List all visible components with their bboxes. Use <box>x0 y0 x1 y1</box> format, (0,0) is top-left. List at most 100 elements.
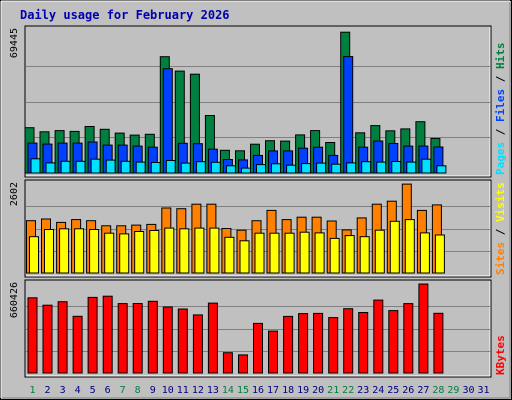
day-label-5: 5 <box>90 385 96 396</box>
day-label-19: 19 <box>297 385 309 396</box>
bar-kbytes-day-10 <box>162 306 173 374</box>
bar-sites-day-17 <box>269 232 280 274</box>
bar-pages-day-20 <box>316 162 327 174</box>
bar-kbytes-day-7 <box>117 303 128 374</box>
panel-visits-sites: 2602 Sites / Visits <box>9 179 507 278</box>
bar-pages-day-14 <box>225 165 236 174</box>
legend-entry: KBytes <box>494 335 507 375</box>
bar-pages-day-3 <box>60 160 71 174</box>
bar-sites-day-19 <box>299 231 310 274</box>
chart-title: Daily usage for February 2026 <box>20 8 230 22</box>
day-label-20: 20 <box>312 385 324 396</box>
day-label-7: 7 <box>120 385 126 396</box>
day-label-29: 29 <box>447 385 459 396</box>
bar-pages-day-8 <box>135 161 146 174</box>
bar-sites-day-25 <box>389 220 400 274</box>
bar-sites-day-20 <box>314 232 325 274</box>
bar-sites-day-16 <box>254 232 265 274</box>
bar-kbytes-day-1 <box>27 297 38 374</box>
y-max-label: 69445 <box>9 28 20 58</box>
bar-kbytes-day-22 <box>343 308 354 374</box>
day-label-21: 21 <box>327 385 339 396</box>
day-label-17: 17 <box>267 385 279 396</box>
bar-kbytes-day-23 <box>358 312 369 374</box>
bar-pages-day-17 <box>271 163 281 174</box>
bar-kbytes-day-14 <box>222 352 233 374</box>
bar-kbytes-day-12 <box>192 314 203 374</box>
bar-sites-day-10 <box>164 227 175 274</box>
day-label-24: 24 <box>372 385 384 396</box>
legend-entry: / <box>494 222 507 242</box>
day-label-10: 10 <box>162 385 174 396</box>
day-label-11: 11 <box>177 385 189 396</box>
day-label-8: 8 <box>135 385 141 396</box>
bar-kbytes-day-13 <box>207 302 218 374</box>
bar-pages-day-10 <box>165 160 176 174</box>
bar-kbytes-day-4 <box>72 315 83 374</box>
bar-files-day-22 <box>343 56 354 174</box>
bar-kbytes-day-20 <box>313 312 324 374</box>
panel-hits-files-pages: 69445 Pages / Files / Hits <box>9 25 507 178</box>
bar-sites-day-7 <box>119 233 130 274</box>
bar-pages-day-5 <box>90 158 101 174</box>
bar-sites-day-11 <box>179 228 190 274</box>
bar-sites-day-3 <box>59 228 70 274</box>
bar-pages-day-2 <box>45 162 56 174</box>
bar-kbytes-day-26 <box>403 303 414 374</box>
bar-pages-day-19 <box>301 163 312 174</box>
bar-kbytes-day-16 <box>253 322 263 374</box>
bar-files-day-10 <box>162 68 173 174</box>
day-label-3: 3 <box>60 385 66 396</box>
bar-sites-day-5 <box>89 229 100 274</box>
day-label-14: 14 <box>222 385 234 396</box>
bar-pages-day-1 <box>30 158 41 174</box>
bar-pages-day-16 <box>256 164 266 174</box>
bar-pages-day-26 <box>406 161 417 174</box>
bar-sites-day-27 <box>419 232 430 274</box>
bar-pages-day-15 <box>241 167 251 174</box>
day-label-26: 26 <box>402 385 414 396</box>
panel-kbytes: 660426 KBytes <box>9 279 507 378</box>
legend-entry: Files <box>494 89 507 122</box>
bar-sites-day-18 <box>284 232 295 274</box>
day-label-25: 25 <box>387 385 399 396</box>
bar-pages-day-18 <box>286 164 297 174</box>
bar-sites-day-24 <box>374 229 385 274</box>
day-label-4: 4 <box>75 385 81 396</box>
bar-pages-day-25 <box>391 161 402 174</box>
day-label-27: 27 <box>417 385 429 396</box>
day-label-2: 2 <box>44 385 50 396</box>
bar-pages-day-21 <box>331 163 342 174</box>
chart-panels: 69445 Pages / Files / Hits 2602 Sites / Vis… <box>9 25 507 378</box>
bar-pages-day-6 <box>105 159 116 174</box>
bar-pages-day-22 <box>346 162 357 174</box>
bar-sites-day-13 <box>209 227 220 274</box>
bar-sites-day-26 <box>404 219 415 274</box>
bar-pages-day-23 <box>361 161 372 174</box>
bar-sites-day-8 <box>134 231 145 274</box>
day-label-18: 18 <box>282 385 294 396</box>
bar-pages-day-11 <box>180 162 191 174</box>
bar-sites-day-23 <box>359 236 370 274</box>
bar-kbytes-day-24 <box>373 299 384 374</box>
bar-sites-day-12 <box>194 227 205 274</box>
legend-entry: Sites <box>494 242 507 275</box>
day-label-31: 31 <box>477 385 489 396</box>
legend-entry: / <box>494 69 507 89</box>
bar-sites-day-4 <box>74 228 85 274</box>
panel-legend: KBytes <box>494 335 507 375</box>
bar-pages-day-13 <box>210 161 221 174</box>
bar-pages-day-24 <box>376 161 387 174</box>
legend-entry: Hits <box>494 43 507 70</box>
legend-entry: Pages <box>494 142 507 175</box>
bar-sites-day-28 <box>434 234 445 274</box>
bar-pages-day-7 <box>120 160 131 174</box>
day-label-1: 1 <box>29 385 35 396</box>
bar-kbytes-day-18 <box>283 315 294 374</box>
day-label-15: 15 <box>237 385 249 396</box>
bar-sites-day-2 <box>44 229 54 274</box>
bar-sites-day-21 <box>329 237 340 274</box>
day-label-13: 13 <box>207 385 219 396</box>
bar-kbytes-day-2 <box>42 304 53 374</box>
